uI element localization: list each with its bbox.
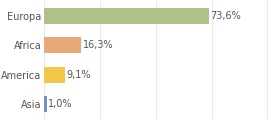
Bar bbox=[45, 8, 209, 24]
Text: 1,0%: 1,0% bbox=[48, 99, 73, 109]
Text: 16,3%: 16,3% bbox=[83, 40, 113, 50]
Text: 73,6%: 73,6% bbox=[210, 11, 241, 21]
Bar bbox=[45, 96, 47, 112]
Bar bbox=[45, 37, 81, 53]
Bar bbox=[45, 67, 65, 83]
Text: 9,1%: 9,1% bbox=[66, 70, 91, 80]
